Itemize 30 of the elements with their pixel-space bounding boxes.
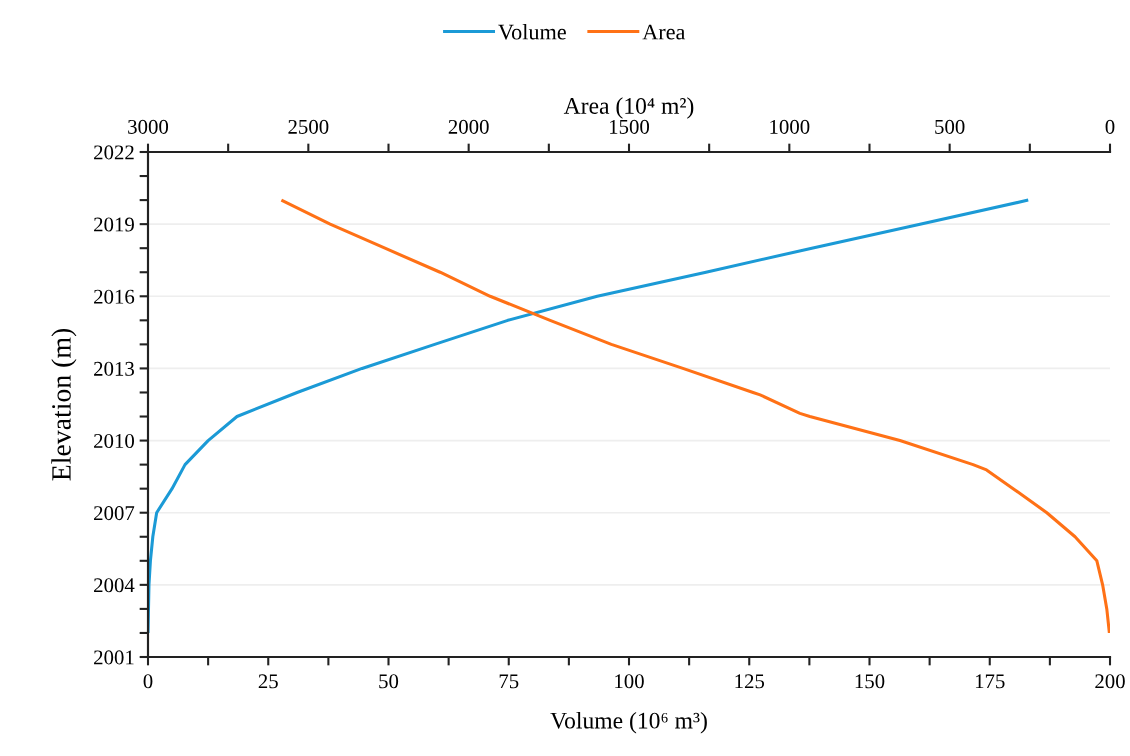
x-tick-label: 200 — [1095, 674, 1125, 689]
x2-tick-label: 0 — [1105, 119, 1115, 134]
y-tick-label: 2016 — [94, 289, 135, 304]
x-tick-label: 100 — [615, 674, 644, 689]
x-tick-label: 75 — [499, 674, 519, 689]
x-axis-title: Volume (10⁶ m³) — [550, 712, 707, 734]
x-tick-label: 150 — [855, 674, 885, 689]
x2-tick-label: 2000 — [448, 119, 489, 134]
x2-axis-title: Area (10⁴ m²) — [563, 97, 694, 119]
x2-tick-label: 2500 — [288, 119, 329, 134]
x-tick-label: 25 — [258, 674, 278, 689]
x-tick-label: 50 — [379, 674, 399, 689]
x-tick-label: 125 — [735, 674, 765, 689]
y-axis-title: Elevation (m) — [51, 328, 77, 481]
y-tick-label: 2019 — [94, 217, 134, 232]
y-tick-label: 2013 — [94, 361, 134, 376]
x2-tick-label: 1500 — [610, 119, 650, 134]
x2-tick-label: 3000 — [128, 119, 169, 134]
y-tick-label: 2010 — [94, 433, 135, 448]
x2-tick-label: 1000 — [770, 119, 810, 134]
x-tick-label: 0 — [143, 674, 153, 689]
x-tick-label: 175 — [975, 674, 1005, 689]
legend-label: Volume — [498, 23, 566, 40]
legend-label: Area — [642, 24, 686, 40]
y-tick-label: 2007 — [94, 506, 135, 521]
y-tick-label: 2001 — [94, 650, 134, 665]
y-tick-label: 2022 — [94, 145, 134, 160]
y-tick-label: 2004 — [94, 578, 135, 593]
line-series — [148, 198, 1030, 635]
x2-tick-label: 500 — [935, 119, 965, 134]
